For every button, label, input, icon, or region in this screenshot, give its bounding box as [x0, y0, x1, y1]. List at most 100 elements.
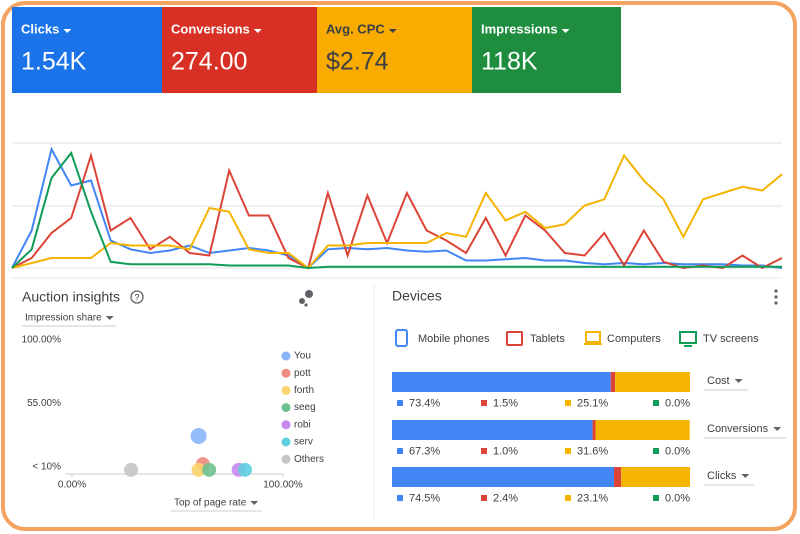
legend-icon [395, 329, 408, 347]
stacked-segment [392, 420, 593, 440]
value-label: 25.1% [577, 397, 608, 409]
value-label: 67.3% [409, 445, 440, 457]
legend-dot [281, 403, 291, 413]
dropdown-arrow [741, 474, 750, 478]
metric-tile[interactable] [317, 7, 472, 93]
scatter-point [190, 427, 207, 444]
metric-label: Impressions [481, 21, 558, 36]
legend-icon [679, 331, 697, 347]
label-swatch [481, 400, 487, 406]
value-label: 1.0% [493, 445, 518, 457]
stacked-segment [615, 372, 690, 392]
legend-label: robi [294, 419, 311, 430]
label-swatch [653, 495, 659, 501]
metric-tile[interactable] [12, 7, 162, 93]
metric-value: 118K [481, 48, 538, 76]
scatter-point [202, 462, 217, 477]
metric-tile[interactable] [162, 7, 317, 93]
metric-menu[interactable]: Conversions [707, 423, 769, 435]
label-swatch [481, 495, 487, 501]
value-label: 73.4% [409, 397, 440, 409]
value-label: 23.1% [577, 492, 608, 504]
value-label: 74.5% [409, 492, 440, 504]
dropdown-arrow [105, 316, 114, 320]
x-tick-label: 0.00% [58, 480, 86, 491]
stacked-segment [610, 372, 616, 392]
legend-icon [506, 331, 523, 346]
legend-label: Tablets [530, 333, 565, 345]
stacked-segment [614, 467, 622, 487]
metric-menu[interactable]: Impression share [25, 313, 102, 324]
legend-dot [281, 437, 291, 447]
value-label: 0.0% [665, 492, 690, 504]
legend-label: pott [294, 368, 311, 379]
metric-tile[interactable] [472, 7, 621, 93]
stacked-segment [592, 420, 596, 440]
legend-label: Others [294, 454, 324, 465]
legend-icon [584, 331, 602, 345]
label-swatch [397, 400, 403, 406]
stacked-segment [392, 372, 611, 392]
scatter-point [191, 462, 206, 477]
legend-label: serv [294, 437, 313, 448]
legend-label: seeg [294, 402, 316, 413]
stacked-segment [392, 467, 615, 487]
metric-value: 274.00 [171, 48, 247, 76]
dropdown-arrow [734, 379, 743, 383]
label-swatch [565, 495, 571, 501]
metric-value: $2.74 [326, 48, 389, 76]
legend-dot [281, 351, 291, 361]
stacked-segment [595, 420, 690, 440]
scatter-point [238, 462, 253, 477]
label-swatch [397, 448, 403, 454]
dropdown-arrow [63, 29, 72, 33]
legend-dot [281, 420, 291, 430]
metric-label: Clicks [21, 21, 59, 36]
dropdown-arrow [773, 427, 782, 431]
scatter-point [124, 462, 139, 477]
metric-menu[interactable]: Top of page rate [174, 498, 247, 509]
metric-value: 1.54K [21, 48, 87, 76]
label-swatch [653, 400, 659, 406]
legend-dot [281, 368, 291, 378]
dropdown-arrow [561, 29, 570, 33]
help-icon[interactable] [130, 290, 144, 304]
label-swatch [653, 448, 659, 454]
more-menu[interactable] [774, 289, 778, 305]
section-title: Auction insights [22, 289, 120, 305]
dropdown-arrow [253, 29, 262, 33]
trend-line [11, 146, 783, 270]
legend-label: forth [294, 385, 314, 396]
y-tick-label: 55.00% [27, 398, 61, 409]
dropdown-arrow [388, 29, 397, 33]
value-label: 1.5% [493, 397, 518, 409]
legend-dot [281, 454, 291, 464]
y-tick-label: < 10% [32, 462, 61, 473]
trend-grid [12, 142, 782, 269]
metric-menu[interactable]: Cost [707, 375, 730, 387]
trend-line [11, 153, 783, 270]
x-tick-label: 100.00% [263, 480, 303, 491]
chart-icon[interactable] [299, 290, 313, 307]
value-label: 0.0% [665, 397, 690, 409]
stacked-segment [621, 467, 690, 487]
label-swatch [565, 400, 571, 406]
metric-menu[interactable]: Clicks [707, 470, 737, 482]
help-icon-glyph: ? [134, 292, 139, 302]
label-swatch [565, 448, 571, 454]
label-swatch [397, 495, 403, 501]
legend-label: Mobile phones [418, 333, 490, 345]
dropdown-arrow [250, 501, 259, 505]
metric-label: Conversions [171, 21, 250, 36]
value-label: 2.4% [493, 492, 518, 504]
value-label: 31.6% [577, 445, 608, 457]
section-title: Devices [392, 288, 442, 304]
y-tick-label: 100.00% [22, 335, 62, 346]
legend-dot [281, 385, 291, 395]
metric-label: Avg. CPC [326, 21, 385, 36]
value-label: 0.0% [665, 445, 690, 457]
legend-label: TV screens [703, 333, 759, 345]
label-swatch [481, 448, 487, 454]
trend-line [11, 150, 782, 270]
